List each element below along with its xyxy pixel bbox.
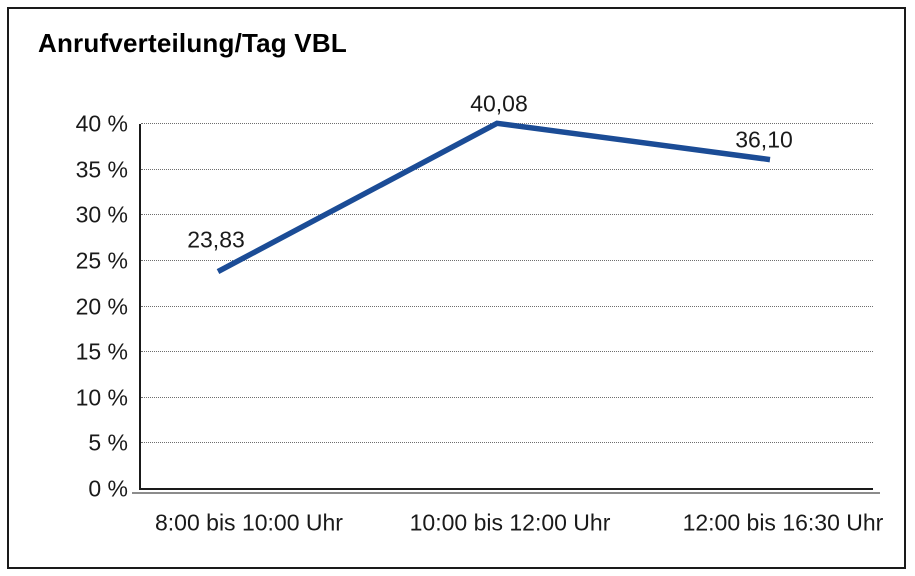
gridline-25 [141,259,873,261]
data-label: 23,83 [187,226,245,253]
x-tick-label: 8:00 bis 10:00 Uhr [154,509,343,536]
x-axis-shadow-line [132,492,880,494]
y-tick-label: 30 % [75,201,128,228]
gridline-20 [141,305,873,307]
x-tick-label: 10:00 bis 12:00 Uhr [409,509,611,536]
y-tick-label: 5 % [88,429,128,456]
data-label: 40,08 [470,90,528,117]
x-axis-line [139,488,873,490]
data-label: 36,10 [735,126,793,153]
chart-title: Anrufverteilung/Tag VBL [38,28,347,58]
gridline-15 [141,351,873,353]
gridline-35 [141,168,873,170]
y-axis-line [139,124,141,490]
gridline-10 [141,396,873,398]
y-tick-label: 35 % [75,156,128,183]
y-tick-label: 25 % [75,247,128,274]
series-line [216,120,771,275]
x-tick-label: 12:00 bis 16:30 Uhr [682,509,884,536]
y-tick-label: 40 % [75,110,128,137]
y-tick-label: 10 % [75,384,128,411]
gridline-30 [141,214,873,216]
y-tick-label: 15 % [75,338,128,365]
gridline-5 [141,442,873,444]
y-tick-label: 20 % [75,293,128,319]
y-tick-label: 0 % [88,475,128,502]
